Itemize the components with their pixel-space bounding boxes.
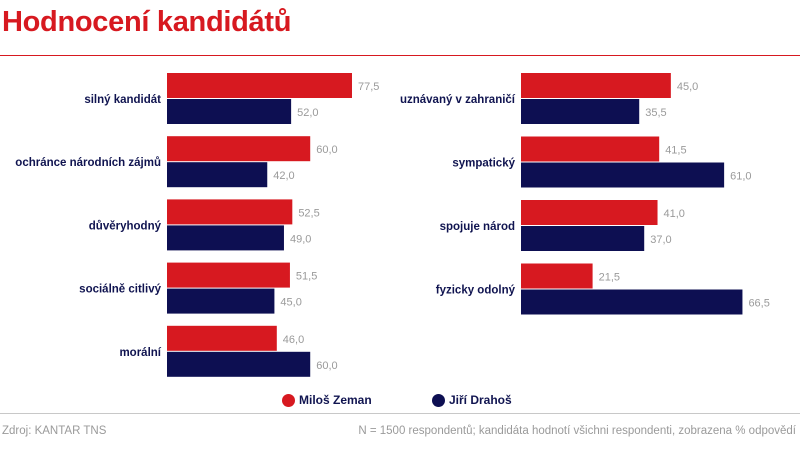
- bar: [521, 136, 660, 162]
- category-label: morální: [119, 347, 161, 359]
- data-label: 66,5: [748, 298, 769, 310]
- data-label: 35,5: [645, 107, 666, 119]
- bar: [521, 99, 640, 124]
- bar: [167, 73, 352, 98]
- data-label: 60,0: [316, 360, 337, 372]
- category-label: uznávaný v zahraničí: [400, 94, 516, 106]
- data-label: 41,5: [665, 145, 686, 157]
- bar: [167, 225, 284, 251]
- legend-swatch-icon: [432, 393, 445, 407]
- data-label: 45,0: [280, 297, 301, 309]
- legend-item-zeman: Miloš Zeman: [282, 393, 372, 407]
- chart-title: Hodnocení kandidátů: [2, 6, 292, 38]
- data-label: 60,0: [316, 144, 337, 156]
- bar: [167, 262, 290, 288]
- footer-divider: [0, 413, 800, 414]
- bar-charts: silný kandidát 77,5 52,0 ochránce národních…: [15, 73, 770, 377]
- legend-label: Miloš Zeman: [299, 393, 372, 407]
- legend-item-drahos: Jiří Drahoš: [432, 393, 512, 407]
- bar: [167, 325, 277, 351]
- data-label: 52,0: [297, 107, 318, 119]
- title-divider: [0, 55, 800, 56]
- bar: [521, 289, 743, 315]
- bar: [167, 199, 293, 225]
- bar: [167, 162, 268, 188]
- data-label: 37,0: [650, 234, 671, 246]
- category-label: spojuje národ: [440, 221, 515, 233]
- bar: [521, 263, 593, 289]
- legend-swatch-icon: [282, 393, 295, 407]
- category-label: fyzicky odolný: [436, 285, 516, 297]
- bar: [167, 288, 275, 314]
- bar: [167, 351, 311, 377]
- data-label: 52,5: [298, 207, 319, 219]
- bar: [521, 162, 725, 188]
- data-label: 45,0: [677, 81, 698, 93]
- data-label: 21,5: [599, 272, 620, 284]
- bar: [521, 73, 671, 98]
- bar: [521, 200, 658, 225]
- category-label: sympatický: [452, 158, 515, 170]
- data-label: 49,0: [290, 233, 311, 245]
- bar: [167, 136, 311, 162]
- data-label: 61,0: [730, 171, 751, 183]
- data-label: 41,0: [664, 208, 685, 220]
- data-label: 51,5: [296, 271, 317, 283]
- data-label: 42,0: [273, 170, 294, 182]
- category-label: silný kandidát: [84, 94, 161, 106]
- category-label: sociálně citlivý: [79, 284, 161, 296]
- source-note: Zdroj: KANTAR TNS: [2, 425, 107, 437]
- bar: [167, 99, 292, 124]
- data-label: 77,5: [358, 81, 379, 93]
- category-label: ochránce národních zájmů: [15, 157, 161, 169]
- bar: [521, 226, 645, 251]
- sample-note: N = 1500 respondentů; kandidáta hodnotí …: [358, 425, 796, 437]
- data-label: 46,0: [283, 334, 304, 346]
- category-label: důvěryhodný: [89, 220, 162, 232]
- legend-label: Jiří Drahoš: [449, 393, 512, 407]
